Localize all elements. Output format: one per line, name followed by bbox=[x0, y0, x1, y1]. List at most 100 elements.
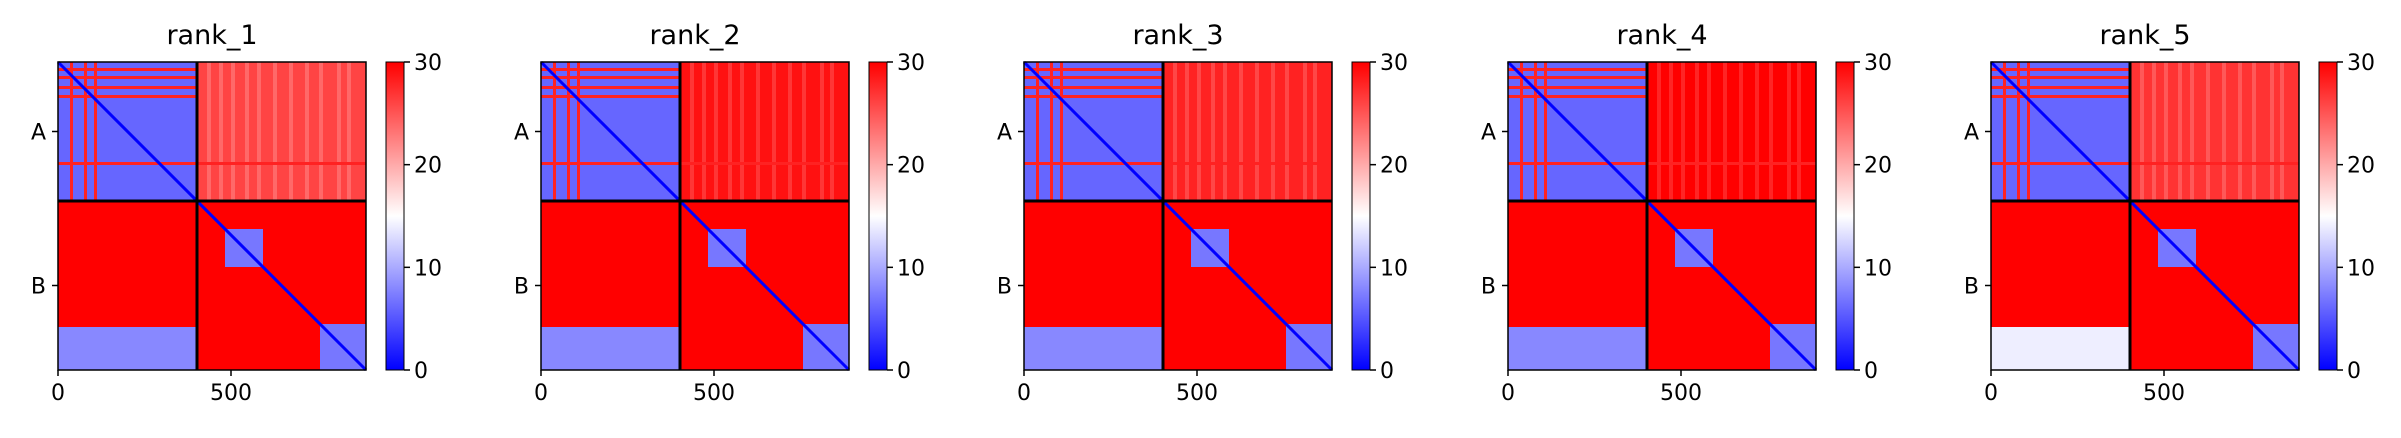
chain-label-a: A bbox=[1481, 121, 1496, 146]
heatmap-streak bbox=[2270, 62, 2274, 201]
heatmap-streak bbox=[820, 62, 824, 201]
heatmap-streak bbox=[2238, 62, 2242, 201]
heatmap-diagonal bbox=[1022, 60, 1334, 372]
heatmap-streak bbox=[2280, 62, 2284, 201]
heatmap-streak bbox=[802, 62, 806, 201]
heatmap-streak bbox=[2152, 62, 2156, 201]
heatmap-streak bbox=[2206, 62, 2210, 201]
heatmap-streak bbox=[1197, 62, 1201, 201]
x-tick-label: 500 bbox=[1660, 381, 1702, 406]
colorbar-tick-label: 20 bbox=[1864, 154, 1892, 179]
heatmap-stripe bbox=[1024, 76, 1163, 79]
heatmap-streak bbox=[305, 62, 309, 201]
heatmap-streak bbox=[1271, 62, 1275, 201]
heatmap-stripe bbox=[70, 62, 73, 201]
heatmap-stripe bbox=[1991, 76, 2130, 79]
heatmap-stripe bbox=[2003, 62, 2006, 201]
x-tick-label: 500 bbox=[1176, 381, 1218, 406]
colorbar-tick-label: 20 bbox=[414, 154, 442, 179]
heatmap-diagonal bbox=[1506, 60, 1818, 372]
heatmap-stripe bbox=[1508, 162, 1816, 165]
heatmap-streak bbox=[1303, 62, 1307, 201]
heatmap-streak bbox=[1223, 62, 1227, 201]
heatmap-block-b-tail bbox=[1991, 327, 2130, 370]
heatmap-streak bbox=[347, 62, 351, 201]
colorbar bbox=[2318, 61, 2338, 371]
heatmap-streak bbox=[1681, 62, 1685, 201]
heatmap-stripe bbox=[1991, 95, 2130, 98]
heatmap-streak bbox=[1707, 62, 1711, 201]
heatmap-stripe bbox=[577, 62, 580, 201]
heatmap-stripe bbox=[1036, 62, 1039, 201]
colorbar-tick-label: 0 bbox=[2347, 359, 2361, 384]
heatmap-streak bbox=[2164, 62, 2168, 201]
heatmap-stripe bbox=[1060, 62, 1063, 201]
heatmap-stripe bbox=[1991, 162, 2299, 165]
heatmap-diagonal bbox=[539, 60, 851, 372]
pae-panel-1: rank_1 A B 0 500 0 10 20 30 bbox=[31, 20, 442, 406]
heatmap-stripe bbox=[567, 62, 570, 201]
chain-label-b: B bbox=[1481, 275, 1496, 300]
heatmap-stripe bbox=[1508, 95, 1647, 98]
heatmap-block-b-tail bbox=[58, 327, 197, 370]
heatmap-stripe bbox=[541, 76, 680, 79]
heatmap-stripe bbox=[541, 162, 849, 165]
heatmap-streak bbox=[1739, 62, 1743, 201]
heatmap-stripe bbox=[2027, 62, 2030, 201]
heatmap-diagonal bbox=[1989, 60, 2301, 372]
colorbar bbox=[1351, 61, 1371, 371]
heatmap-streak bbox=[1285, 62, 1289, 201]
heatmap-streak bbox=[273, 62, 277, 201]
heatmap-streak bbox=[714, 62, 718, 201]
heatmap-streak bbox=[1239, 62, 1243, 201]
heatmap-streak bbox=[1787, 62, 1791, 201]
heatmap-streak bbox=[219, 62, 223, 201]
colorbar-tick-label: 0 bbox=[897, 359, 911, 384]
heatmap-stripe bbox=[1024, 95, 1163, 98]
colorbar-tick-label: 20 bbox=[1380, 154, 1408, 179]
panel-title: rank_2 bbox=[649, 20, 740, 51]
heatmap-stripe bbox=[541, 95, 680, 98]
heatmap-stripe bbox=[1024, 68, 1163, 71]
heatmap-streak bbox=[289, 62, 293, 201]
colorbar-tick-label: 10 bbox=[414, 256, 442, 281]
heatmap-stripe bbox=[553, 62, 556, 201]
heatmap-streak bbox=[788, 62, 792, 201]
heatmap-stripe bbox=[541, 86, 680, 89]
heatmap-streak bbox=[2222, 62, 2226, 201]
chain-label-b: B bbox=[31, 275, 46, 300]
colorbar-tick-label: 20 bbox=[2347, 154, 2375, 179]
colorbar-tick-label: 10 bbox=[2347, 256, 2375, 281]
heatmap-stripe bbox=[84, 62, 87, 201]
x-tick-label: 0 bbox=[1501, 381, 1515, 406]
plot-frame bbox=[1990, 61, 2300, 371]
colorbar-tick-label: 20 bbox=[897, 154, 925, 179]
heatmap-stripe bbox=[58, 68, 197, 71]
heatmap-stripe bbox=[1508, 68, 1647, 71]
heatmap-stripe bbox=[1050, 62, 1053, 201]
heatmap-stripe bbox=[58, 95, 197, 98]
heatmap-streak bbox=[319, 62, 323, 201]
colorbar-tick-label: 30 bbox=[897, 51, 925, 76]
heatmap-block-b-tail bbox=[1024, 327, 1163, 370]
chain-label-a: A bbox=[514, 121, 529, 146]
heatmap-stripe bbox=[1991, 68, 2130, 71]
heatmap-stripe bbox=[94, 62, 97, 201]
heatmap-streak bbox=[728, 62, 732, 201]
heatmap-streak bbox=[830, 62, 834, 201]
x-tick-label: 0 bbox=[1017, 381, 1031, 406]
chain-label-b: B bbox=[514, 275, 529, 300]
colorbar-tick-label: 30 bbox=[1864, 51, 1892, 76]
colorbar-tick-label: 10 bbox=[1380, 256, 1408, 281]
chain-label-a: A bbox=[31, 121, 46, 146]
heatmap-stripe bbox=[1024, 162, 1332, 165]
heatmap-block-b-tail bbox=[1508, 327, 1647, 370]
panel-title: rank_1 bbox=[166, 20, 257, 51]
heatmap-stripe bbox=[58, 76, 197, 79]
heatmap-streak bbox=[231, 62, 235, 201]
plot-frame bbox=[57, 61, 367, 371]
colorbar-tick-label: 0 bbox=[1380, 359, 1394, 384]
heatmap-streak bbox=[690, 62, 694, 201]
heatmap-streak bbox=[740, 62, 744, 201]
